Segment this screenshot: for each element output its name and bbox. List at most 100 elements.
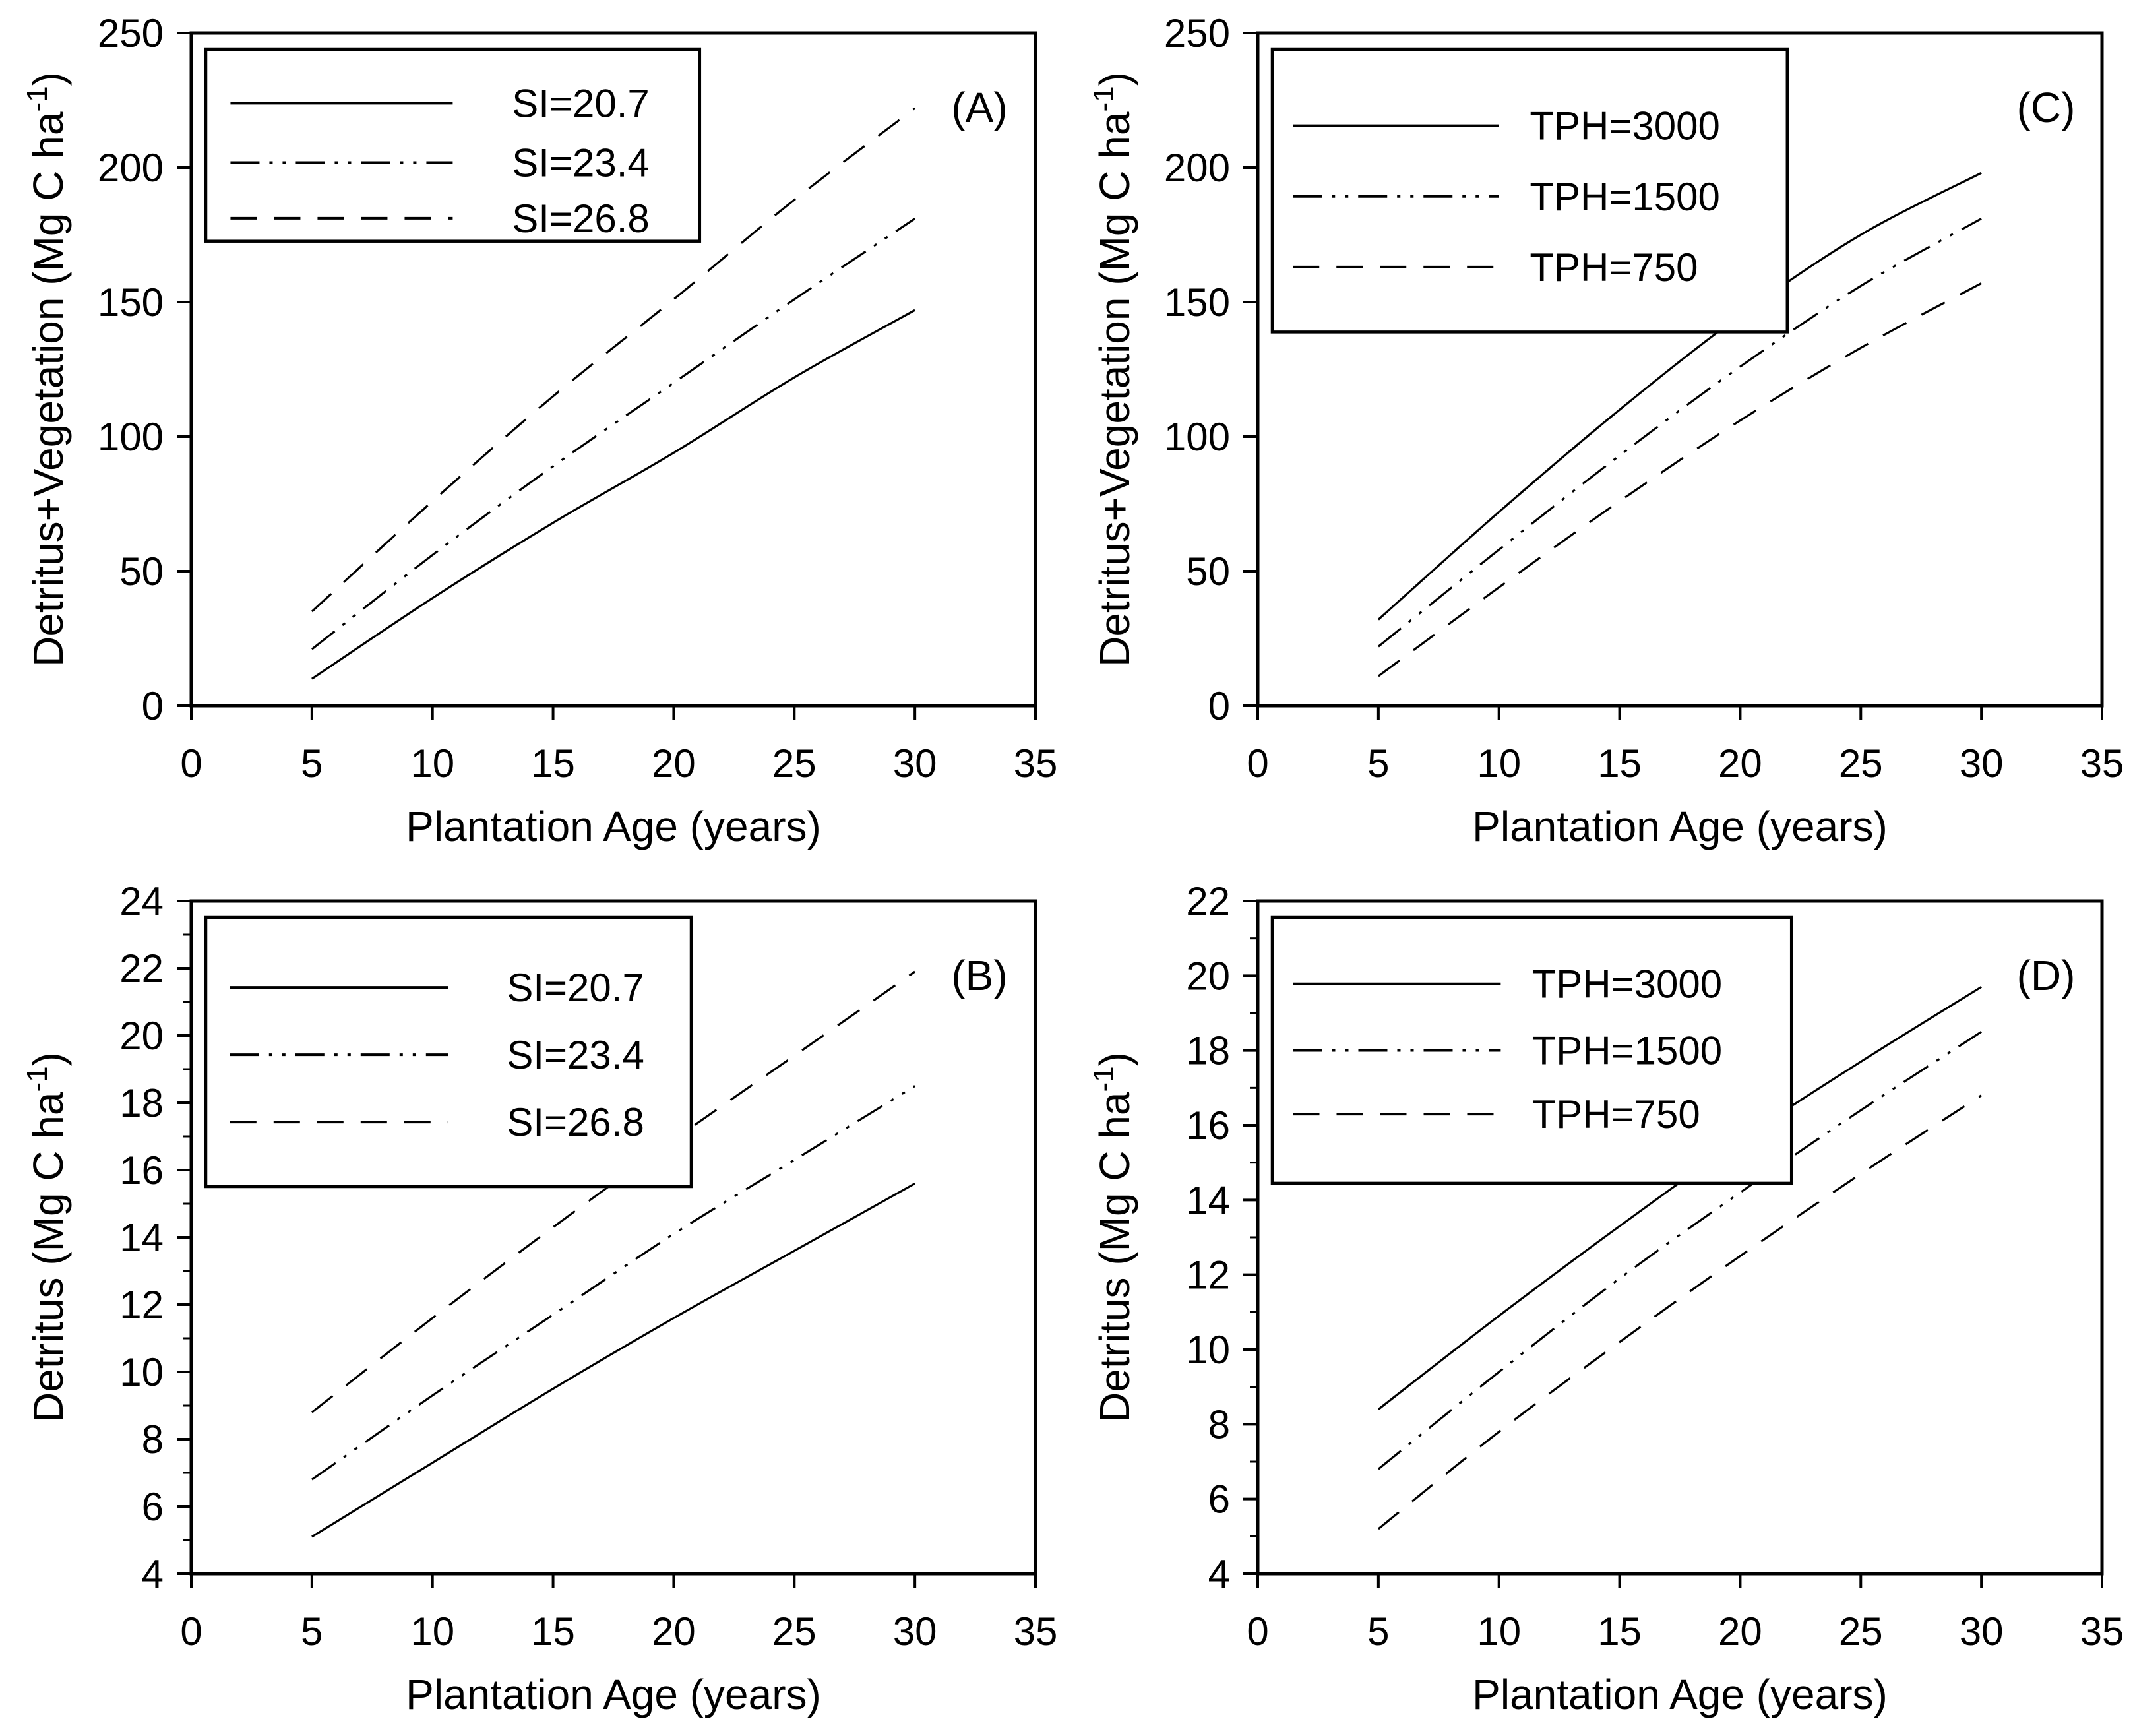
panel-letter-label: (B) — [951, 952, 1007, 999]
y-axis-label: Detritus (Mg C ha-1) — [1088, 1052, 1138, 1423]
x-tick-label: 20 — [1718, 1609, 1762, 1654]
y-tick-label: 12 — [119, 1283, 164, 1327]
panel-c-chart: 0 5 10 15 20 25 30 35 0 50 100 150 200 250 Plantation … — [1088, 11, 2124, 850]
x-tick-label: 35 — [1014, 741, 1058, 786]
x-tick-label: 30 — [893, 741, 937, 786]
legend-label: TPH=750 — [1530, 245, 1698, 290]
y-tick-label: 20 — [1186, 954, 1230, 998]
legend-label: TPH=1500 — [1532, 1028, 1723, 1072]
y-tick-label: 16 — [119, 1148, 164, 1193]
legend-label: SI=26.8 — [512, 197, 650, 241]
y-tick-label: 20 — [119, 1014, 164, 1058]
y-axis-label: Detritus+Vegetation (Mg C ha-1) — [1088, 72, 1138, 667]
x-tick-label: 5 — [1367, 1609, 1389, 1654]
x-tick-label: 25 — [1839, 1609, 1883, 1654]
y-tick-label: 200 — [98, 146, 164, 190]
y-tick-label: 18 — [119, 1081, 164, 1125]
x-tick-label: 5 — [301, 1609, 323, 1654]
x-tick-label: 10 — [410, 1609, 454, 1654]
y-tick-label: 18 — [1186, 1029, 1230, 1073]
x-tick-label: 10 — [1477, 1609, 1521, 1654]
x-tick-label: 5 — [301, 741, 323, 786]
series-line-tph-750 — [1377, 282, 1982, 677]
series-line-si-20-7 — [311, 309, 915, 680]
x-axis-label: Plantation Age (years) — [406, 803, 821, 850]
y-tick-label: 100 — [1164, 415, 1230, 459]
y-tick-label: 50 — [119, 549, 164, 594]
y-tick-label: 22 — [119, 946, 164, 991]
y-tick-label: 12 — [1186, 1253, 1230, 1297]
series-line-si-26-8 — [311, 107, 916, 613]
legend-label: SI=26.8 — [507, 1100, 644, 1144]
panel-a-chart: 0 5 10 15 20 25 30 35 0 50 100 150 200 250 Plantation … — [21, 11, 1058, 850]
x-tick-label: 0 — [180, 741, 202, 786]
series-line-si-20-7 — [311, 1183, 915, 1538]
panel-letter-label: (D) — [2017, 952, 2076, 999]
y-tick-label: 150 — [98, 280, 164, 325]
y-tick-label: 16 — [1186, 1103, 1230, 1148]
y-tick-label: 6 — [1208, 1477, 1230, 1522]
x-tick-label: 35 — [1014, 1609, 1058, 1654]
series-line-si-26-8 — [311, 970, 916, 1413]
y-tick-label: 200 — [1164, 146, 1230, 190]
y-tick-label: 100 — [98, 415, 164, 459]
x-tick-label: 0 — [180, 1609, 202, 1654]
x-tick-label: 0 — [1247, 1609, 1268, 1654]
series-line-tph-3000 — [1377, 985, 1982, 1410]
x-tick-label: 20 — [652, 1609, 696, 1654]
x-tick-label: 10 — [410, 741, 454, 786]
x-tick-label: 30 — [1960, 1609, 2004, 1654]
legend-label: SI=23.4 — [512, 141, 650, 185]
plot-frame — [1256, 31, 2104, 708]
y-tick-label: 150 — [1164, 280, 1230, 325]
x-tick-label: 25 — [1839, 741, 1883, 786]
panel-c: 0 5 10 15 20 25 30 35 0 50 100 150 200 250 Plantation … — [1066, 0, 2133, 868]
legend-label: TPH=3000 — [1532, 962, 1723, 1007]
legend-label: TPH=3000 — [1530, 104, 1720, 148]
x-tick-label: 15 — [531, 1609, 575, 1654]
series-line-si-23-4 — [311, 1085, 915, 1481]
x-tick-label: 15 — [1597, 741, 1642, 786]
legend-box — [204, 47, 702, 243]
y-tick-label: 4 — [142, 1552, 164, 1596]
legend-label: SI=23.4 — [507, 1033, 644, 1077]
x-tick-label: 30 — [893, 1609, 937, 1654]
series-line-si-23-4 — [311, 218, 915, 650]
x-axis-label: Plantation Age (years) — [1472, 803, 1888, 850]
y-tick-label: 10 — [119, 1350, 164, 1394]
y-tick-label: 10 — [1186, 1328, 1230, 1372]
plot-frame — [189, 31, 1037, 708]
legend-label: TPH=1500 — [1530, 175, 1720, 219]
y-axis-label: Detritus (Mg C ha-1) — [21, 1052, 72, 1423]
x-tick-label: 20 — [1718, 741, 1762, 786]
legend-box — [204, 915, 693, 1189]
series-line-tph-3000 — [1377, 171, 1982, 621]
panel-b: 0 5 10 15 20 25 30 35 4 6 8 10 12 14 16 18 20 22 24 Plantat… — [0, 868, 1066, 1736]
x-axis-label: Plantation Age (years) — [406, 1671, 821, 1718]
y-axis-label: Detritus+Vegetation (Mg C ha-1) — [21, 72, 72, 667]
x-tick-label: 25 — [772, 741, 817, 786]
x-tick-label: 20 — [652, 741, 696, 786]
panel-a: 0 5 10 15 20 25 30 35 0 50 100 150 200 250 Plantation … — [0, 0, 1066, 868]
y-tick-label: 0 — [1208, 684, 1230, 728]
y-tick-label: 6 — [142, 1485, 164, 1529]
series-line-tph-750 — [1377, 1094, 1982, 1530]
y-tick-label: 250 — [1164, 11, 1230, 55]
x-tick-label: 15 — [531, 741, 575, 786]
panel-d: 0 5 10 15 20 25 30 35 4 6 8 10 12 14 16 18 20 22 Plantatio… — [1066, 868, 2133, 1736]
y-tick-label: 14 — [119, 1216, 164, 1260]
x-axis-label: Plantation Age (years) — [1472, 1671, 1888, 1718]
y-tick-label: 250 — [98, 11, 164, 55]
x-tick-label: 35 — [2080, 1609, 2124, 1654]
y-tick-label: 24 — [119, 879, 164, 923]
panel-letter-label: (A) — [951, 84, 1007, 131]
panel-b-chart: 0 5 10 15 20 25 30 35 4 6 8 10 12 14 16 18 20 22 24 Plantat… — [21, 879, 1058, 1718]
y-tick-label: 8 — [142, 1417, 164, 1462]
y-tick-label: 50 — [1186, 549, 1230, 594]
y-tick-label: 0 — [142, 684, 164, 728]
legend-box — [1270, 47, 1789, 334]
x-tick-label: 35 — [2080, 741, 2124, 786]
legend-label: SI=20.7 — [512, 81, 650, 125]
